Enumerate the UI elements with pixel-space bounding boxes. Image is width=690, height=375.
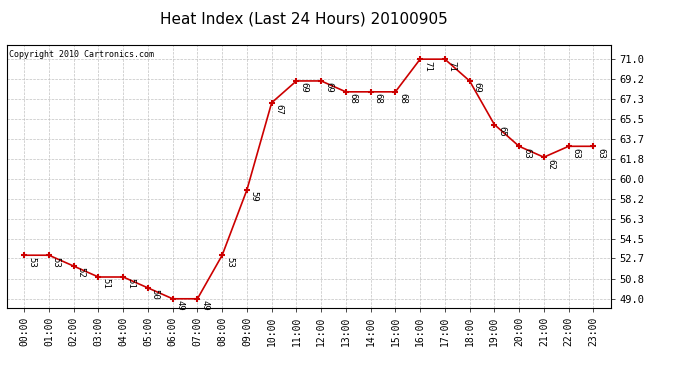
Text: 69: 69 (473, 82, 482, 93)
Text: 51: 51 (126, 278, 135, 289)
Text: 51: 51 (101, 278, 110, 289)
Text: 65: 65 (497, 126, 506, 136)
Text: Copyright 2010 Cartronics.com: Copyright 2010 Cartronics.com (9, 50, 154, 59)
Text: 62: 62 (546, 159, 555, 170)
Text: 71: 71 (423, 60, 432, 71)
Text: 49: 49 (175, 300, 184, 311)
Text: 59: 59 (250, 191, 259, 202)
Text: 53: 53 (225, 256, 234, 267)
Text: 69: 69 (324, 82, 333, 93)
Text: 71: 71 (448, 60, 457, 71)
Text: 63: 63 (522, 148, 531, 158)
Text: 53: 53 (52, 256, 61, 267)
Text: 67: 67 (275, 104, 284, 115)
Text: 50: 50 (150, 289, 159, 300)
Text: 63: 63 (571, 148, 580, 158)
Text: 68: 68 (348, 93, 357, 104)
Text: 53: 53 (27, 256, 36, 267)
Text: 49: 49 (200, 300, 209, 311)
Text: 63: 63 (596, 148, 605, 158)
Text: Heat Index (Last 24 Hours) 20100905: Heat Index (Last 24 Hours) 20100905 (159, 11, 448, 26)
Text: 69: 69 (299, 82, 308, 93)
Text: 68: 68 (373, 93, 382, 104)
Text: 68: 68 (398, 93, 407, 104)
Text: 52: 52 (77, 267, 86, 278)
